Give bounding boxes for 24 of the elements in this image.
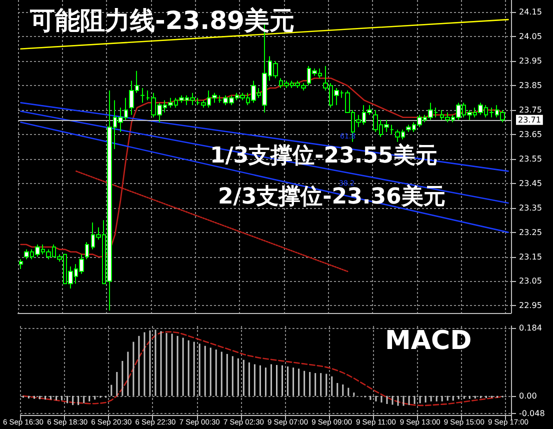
- y-tick-label: 23.75: [519, 106, 542, 115]
- y-tick-label: 22.95: [519, 301, 542, 310]
- annotation: 可能阻力线-23.89美元: [29, 6, 294, 35]
- candlestick: [140, 88, 145, 104]
- y-tick-label: 23.15: [519, 252, 542, 262]
- line-series: [22, 331, 504, 406]
- y-tick-label: 24.05: [519, 32, 542, 42]
- y-tick-label: 23.55: [519, 154, 542, 164]
- candlestick: [19, 258, 23, 270]
- y-tick-label: 23.85: [519, 81, 542, 90]
- candlestick: [390, 124, 394, 135]
- y-tick-label: 23.25: [519, 228, 542, 237]
- ref-line-label: 23.71: [518, 115, 541, 124]
- candlestick: [85, 242, 89, 260]
- y-tick-label: 23.35: [519, 203, 542, 212]
- y-tick-label: 0.00: [519, 391, 537, 400]
- y-tick-label: -0.048: [519, 409, 545, 418]
- y-tick-label: 23.95: [519, 56, 542, 66]
- y-tick-label: 23.05: [519, 276, 542, 286]
- y-tick-label: 24.15: [519, 8, 542, 17]
- y-tick-label: 23.65: [519, 130, 542, 139]
- y-tick-label: 23.45: [519, 178, 542, 188]
- annotation: MACD: [385, 326, 472, 356]
- y-tick-label: 0.184: [519, 324, 542, 333]
